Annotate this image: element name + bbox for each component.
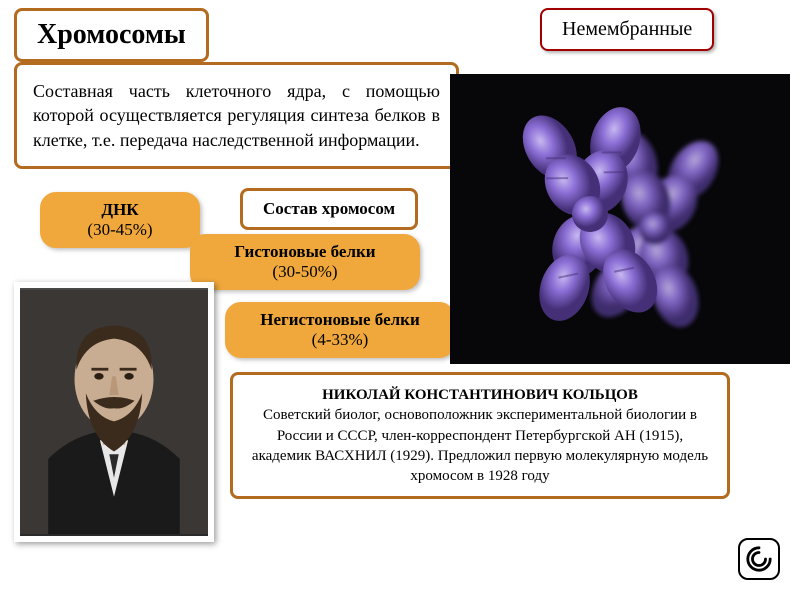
- nonhistone-label: Негистоновые белки: [245, 310, 435, 330]
- dna-pill: ДНК (30-45%): [40, 192, 200, 248]
- chromosome-image: [450, 74, 790, 364]
- histone-pill: Гистоновые белки (30-50%): [190, 234, 420, 290]
- portrait-image: [14, 282, 214, 542]
- corner-logo-icon: [738, 538, 780, 580]
- composition-box: Состав хромосом: [240, 188, 418, 230]
- dna-pct: (30-45%): [60, 220, 180, 240]
- bio-name: НИКОЛАЙ КОНСТАНТИНОВИЧ КОЛЬЦОВ: [247, 385, 713, 405]
- histone-label: Гистоновые белки: [210, 242, 400, 262]
- title-box: Хромосомы: [14, 8, 209, 62]
- nonmembrane-label: Немембранные: [540, 8, 714, 51]
- dna-label: ДНК: [60, 200, 180, 220]
- nonhistone-pill: Негистоновые белки (4-33%): [225, 302, 455, 358]
- description-text: Составная часть клеточного ядра, с помощ…: [33, 79, 440, 152]
- description-box: Составная часть клеточного ядра, с помощ…: [14, 62, 459, 169]
- composition-text: Состав хромосом: [263, 199, 395, 219]
- histone-pct: (30-50%): [210, 262, 400, 282]
- nonhistone-pct: (4-33%): [245, 330, 435, 350]
- bio-text: Советский биолог, основоположник экспери…: [247, 405, 713, 486]
- biography-box: НИКОЛАЙ КОНСТАНТИНОВИЧ КОЛЬЦОВ Советский…: [230, 372, 730, 499]
- nonmembrane-text: Немембранные: [562, 18, 692, 41]
- title-text: Хромосомы: [37, 19, 186, 51]
